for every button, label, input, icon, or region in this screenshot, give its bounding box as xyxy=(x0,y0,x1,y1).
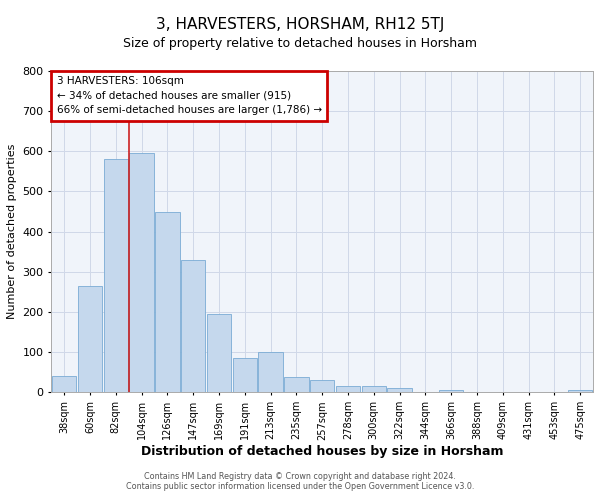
Bar xyxy=(181,260,205,392)
Text: 3 HARVESTERS: 106sqm
← 34% of detached houses are smaller (915)
66% of semi-deta: 3 HARVESTERS: 106sqm ← 34% of detached h… xyxy=(56,76,322,116)
Bar xyxy=(336,386,360,392)
Text: Size of property relative to detached houses in Horsham: Size of property relative to detached ho… xyxy=(123,38,477,51)
Bar xyxy=(439,390,463,392)
Text: Contains public sector information licensed under the Open Government Licence v3: Contains public sector information licen… xyxy=(126,482,474,491)
Bar xyxy=(130,154,154,392)
Bar xyxy=(207,314,231,392)
Bar xyxy=(155,212,179,392)
Bar xyxy=(52,376,76,392)
Bar xyxy=(310,380,334,392)
Bar xyxy=(362,386,386,392)
Bar xyxy=(233,358,257,392)
Text: 3, HARVESTERS, HORSHAM, RH12 5TJ: 3, HARVESTERS, HORSHAM, RH12 5TJ xyxy=(156,18,444,32)
Bar xyxy=(259,352,283,393)
Bar xyxy=(568,390,592,392)
Y-axis label: Number of detached properties: Number of detached properties xyxy=(7,144,17,320)
Bar xyxy=(78,286,102,393)
X-axis label: Distribution of detached houses by size in Horsham: Distribution of detached houses by size … xyxy=(141,445,503,458)
Text: Contains HM Land Registry data © Crown copyright and database right 2024.: Contains HM Land Registry data © Crown c… xyxy=(144,472,456,481)
Bar xyxy=(388,388,412,392)
Bar xyxy=(284,377,308,392)
Bar xyxy=(104,160,128,392)
